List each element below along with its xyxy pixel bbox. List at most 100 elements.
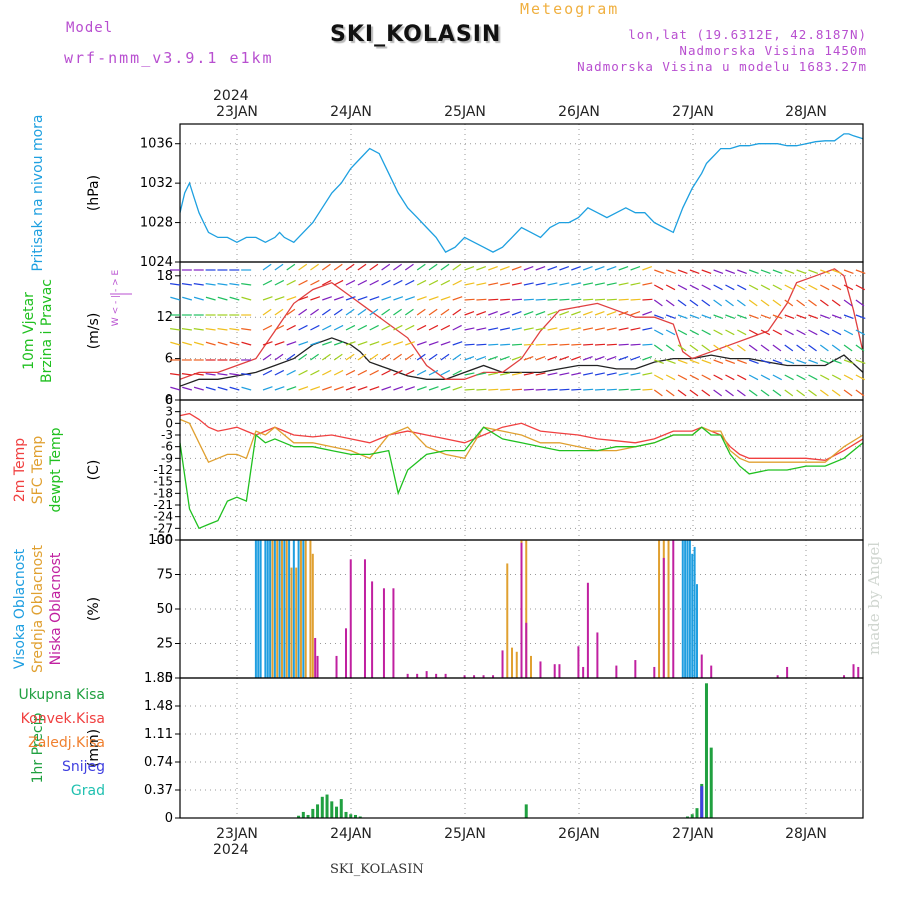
wind-arrow [464, 343, 475, 346]
wind-arrow [665, 284, 676, 291]
wind-arrow [701, 344, 711, 352]
wind-arrow [182, 296, 193, 301]
bar-low_cloud [314, 637, 317, 678]
wind-arrow [571, 356, 581, 361]
bar-high_cloud [695, 584, 698, 678]
wind-arrow [654, 284, 664, 291]
wind-arrow [286, 369, 296, 376]
wind-arrow [345, 263, 355, 271]
wind-arrow [843, 389, 853, 397]
wind-arrow [369, 341, 380, 346]
wind-arrow [217, 328, 228, 331]
wind-arrow [262, 369, 273, 376]
bar-low_cloud [786, 666, 789, 678]
wind-arrow [393, 324, 403, 331]
wind-arrow [393, 386, 404, 391]
wind-arrow [229, 296, 240, 301]
wind-arrow [369, 279, 379, 286]
wind-arrow [428, 341, 439, 346]
wind-arrow [618, 343, 629, 346]
wind-arrow [523, 266, 534, 271]
bar-low_cloud [349, 559, 352, 678]
wind-arrow [170, 296, 181, 301]
wind-arrow [416, 324, 427, 331]
bar-total_precip [311, 808, 315, 818]
wind-arrow [170, 341, 181, 346]
wind-arrow [241, 296, 252, 301]
wind-arrow [393, 263, 402, 271]
wind-arrow [547, 327, 558, 331]
bar-high_cloud [688, 540, 691, 678]
wind-arrow [642, 282, 653, 286]
wind-arrow [784, 374, 794, 381]
wind-arrow [618, 327, 629, 331]
wind-arrow [547, 266, 558, 271]
wind-arrows-field [170, 263, 866, 397]
wind-arrow [559, 298, 570, 301]
wind-arrow [689, 299, 699, 307]
y-tick-precip-5: 1.85 [144, 671, 173, 686]
ylabel-wind-0: 10m Vjetar [21, 292, 37, 370]
wind-arrow [381, 308, 391, 316]
wind-arrow [274, 263, 284, 271]
series-wind_speed [179, 337, 864, 387]
wind-arrow [571, 282, 582, 286]
bar-mid_cloud [304, 540, 307, 678]
year-top-label: 2024 [213, 88, 249, 104]
wind-arrow [369, 369, 379, 376]
bar-total_precip [686, 816, 690, 818]
wind-arrow [393, 341, 404, 346]
wind-arrow [713, 284, 723, 291]
wind-arrow [286, 263, 296, 271]
wind-arrow [594, 327, 605, 331]
bar-high_cloud [283, 540, 286, 678]
wind-arrow [181, 283, 192, 286]
wind-arrow [772, 359, 783, 364]
bar-low_cloud [662, 557, 665, 678]
wind-arrow [582, 266, 593, 271]
wind-arrow [559, 388, 570, 391]
wind-arrow [736, 344, 746, 352]
wind-arrow [677, 344, 687, 352]
series-dewpoint [179, 426, 864, 530]
wind-arrow [229, 328, 240, 331]
wind-arrow [654, 359, 664, 364]
wind-arrow [725, 389, 734, 397]
wind-arrow [559, 372, 570, 376]
wind-arrow [488, 311, 498, 316]
wind-arrow [229, 386, 240, 391]
wind-arrow [440, 308, 450, 316]
wind-arrow [262, 386, 273, 391]
x-tick-top-3: 26JAN [558, 104, 600, 120]
wind-arrow [452, 369, 462, 376]
bar-high_cloud [266, 540, 269, 678]
wind-arrow [476, 327, 487, 331]
wind-arrow [855, 284, 865, 291]
wind-arrow [476, 372, 487, 376]
wind-arrow [748, 359, 759, 364]
wind-arrow [796, 284, 806, 291]
wind-arrow [784, 314, 795, 319]
y-tick-wind-2: 12 [156, 310, 173, 325]
bar-mid_cloud [525, 540, 528, 678]
wind-arrow [193, 328, 204, 331]
wind-arrow [701, 329, 711, 336]
wind-arrow [737, 284, 747, 291]
wind-arrow [689, 269, 700, 274]
wind-arrow [488, 372, 499, 376]
wind-arrow [428, 263, 438, 271]
y-tick-temperature-7: -15 [153, 475, 173, 489]
wind-arrow [701, 389, 711, 397]
bar-high_cloud [302, 540, 305, 678]
wind-arrow [820, 284, 830, 291]
bar-low_cloud [843, 675, 846, 678]
wind-arrow [298, 341, 309, 346]
wind-arrow [772, 314, 783, 319]
wind-arrow [274, 386, 285, 391]
wind-arrow [760, 284, 771, 291]
wind-arrow [357, 341, 368, 346]
unit-temperature: (C) [86, 460, 102, 481]
wind-arrow [500, 343, 511, 346]
wind-arrow [855, 329, 865, 336]
